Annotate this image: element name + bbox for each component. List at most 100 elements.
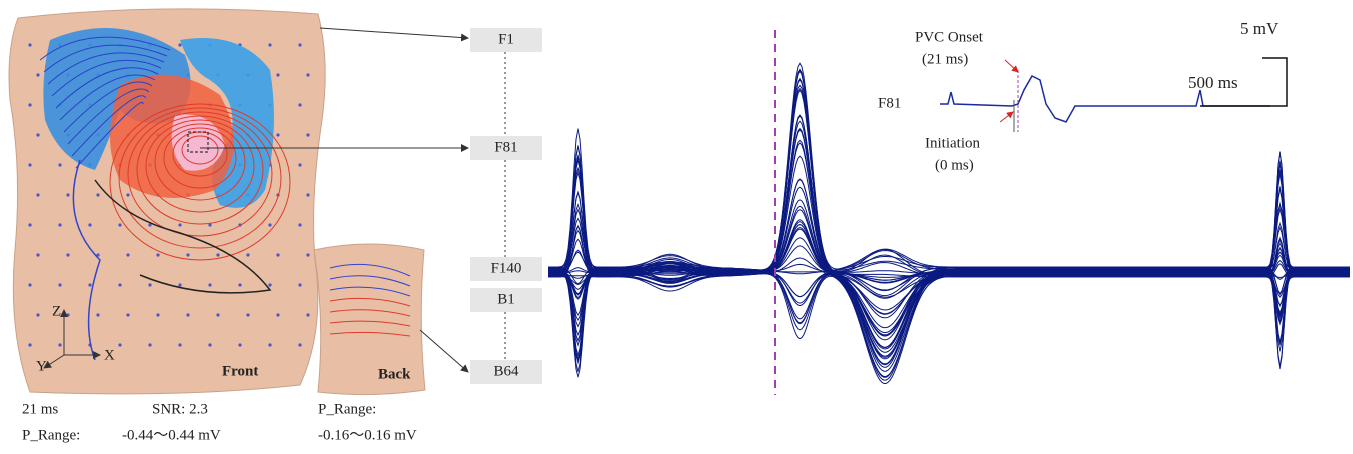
electrode bbox=[28, 283, 31, 286]
ecg-trace bbox=[548, 121, 1350, 349]
electrode bbox=[306, 133, 309, 136]
electrode bbox=[276, 133, 279, 136]
electrode bbox=[178, 343, 181, 346]
electrode bbox=[306, 73, 309, 76]
ecg-trace bbox=[548, 252, 1350, 335]
electrode bbox=[306, 253, 309, 256]
electrode bbox=[178, 223, 181, 226]
electrode bbox=[126, 193, 129, 196]
electrode bbox=[118, 223, 121, 226]
electrode bbox=[28, 103, 31, 106]
electrode bbox=[246, 253, 249, 256]
electrode bbox=[36, 73, 39, 76]
figure: Z Y X Front Back 21 ms SNR: 2.3 P_Range:… bbox=[0, 0, 1353, 454]
electrode bbox=[66, 313, 69, 316]
electrode bbox=[216, 253, 219, 256]
onset-label: PVC Onset bbox=[915, 29, 984, 45]
electrode bbox=[66, 253, 69, 256]
electrode bbox=[186, 313, 189, 316]
electrode bbox=[36, 133, 39, 136]
ecg-trace bbox=[548, 145, 1350, 339]
lead-box: F140 bbox=[470, 257, 542, 281]
ecg-trace bbox=[548, 90, 1350, 377]
electrode bbox=[238, 283, 241, 286]
ecg-trace bbox=[548, 225, 1350, 356]
electrode bbox=[126, 313, 129, 316]
lead-box: F1 bbox=[470, 28, 542, 52]
electrode bbox=[96, 193, 99, 196]
electrode bbox=[178, 283, 181, 286]
electrode bbox=[298, 223, 301, 226]
ecg-trace bbox=[548, 162, 1350, 319]
onset-time: (21 ms) bbox=[922, 51, 968, 67]
electrode bbox=[268, 223, 271, 226]
ecg-trace bbox=[548, 151, 1350, 347]
ecg-traces bbox=[548, 63, 1350, 383]
ecg-trace bbox=[548, 146, 1350, 352]
snr-label: SNR: 2.3 bbox=[152, 401, 208, 417]
electrode bbox=[208, 283, 211, 286]
axis-y: Y bbox=[36, 358, 47, 374]
ecg-trace bbox=[548, 71, 1350, 378]
electrode bbox=[36, 193, 39, 196]
electrode bbox=[298, 43, 301, 46]
electrode bbox=[156, 313, 159, 316]
inset-lead: F81 bbox=[878, 95, 901, 111]
lead-box: F81 bbox=[470, 136, 542, 160]
lead-label: B1 bbox=[497, 291, 515, 307]
ecg-trace bbox=[548, 71, 1350, 345]
lead-box: B64 bbox=[470, 360, 542, 384]
ecg-trace bbox=[548, 85, 1350, 367]
electrode bbox=[118, 343, 121, 346]
electrode bbox=[268, 283, 271, 286]
electrode bbox=[156, 253, 159, 256]
range-value: -0.44～0.44 mV bbox=[122, 427, 221, 443]
electrode bbox=[88, 223, 91, 226]
inset: F81 PVC Onset (21 ms) Initiation (0 ms) … bbox=[878, 19, 1287, 174]
scale-voltage: 5 mV bbox=[1240, 19, 1279, 38]
electrode bbox=[148, 343, 151, 346]
back-range-label: P_Range: bbox=[318, 401, 376, 417]
electrode bbox=[36, 313, 39, 316]
axis-z: Z bbox=[52, 303, 61, 319]
electrode bbox=[148, 283, 151, 286]
electrode bbox=[306, 193, 309, 196]
electrode bbox=[58, 163, 61, 166]
front-torso: Z Y X Front bbox=[9, 9, 325, 394]
ecg-trace bbox=[548, 159, 1350, 330]
electrode bbox=[28, 343, 31, 346]
back-range-value: -0.16～0.16 mV bbox=[318, 427, 417, 443]
electrode bbox=[178, 43, 181, 46]
initiation-time: (0 ms) bbox=[935, 157, 974, 173]
ecg-trace bbox=[548, 116, 1350, 360]
ecg-trace bbox=[548, 187, 1350, 327]
electrode bbox=[126, 253, 129, 256]
electrode bbox=[268, 43, 271, 46]
electrode bbox=[246, 313, 249, 316]
initiation-label: Initiation bbox=[925, 135, 980, 151]
electrode bbox=[58, 283, 61, 286]
lead-label: F1 bbox=[498, 31, 514, 47]
ecg-trace bbox=[548, 156, 1350, 332]
electrode bbox=[298, 283, 301, 286]
electrode bbox=[28, 223, 31, 226]
lead-label: B64 bbox=[493, 363, 519, 379]
ecg-trace bbox=[548, 63, 1350, 343]
lead-label: F140 bbox=[491, 260, 522, 276]
electrode bbox=[96, 313, 99, 316]
electrode bbox=[66, 193, 69, 196]
electrode bbox=[276, 73, 279, 76]
axis-x: X bbox=[104, 347, 115, 363]
electrode bbox=[28, 163, 31, 166]
back-torso: Back bbox=[314, 244, 425, 395]
electrode bbox=[58, 343, 61, 346]
electrode bbox=[118, 283, 121, 286]
electrode bbox=[298, 343, 301, 346]
electrode bbox=[208, 343, 211, 346]
front-label: Front bbox=[222, 363, 258, 379]
electrode bbox=[268, 343, 271, 346]
ecg-trace bbox=[548, 80, 1350, 364]
electrode bbox=[298, 163, 301, 166]
ecg-trace bbox=[548, 115, 1350, 360]
ecg-trace bbox=[548, 69, 1350, 345]
